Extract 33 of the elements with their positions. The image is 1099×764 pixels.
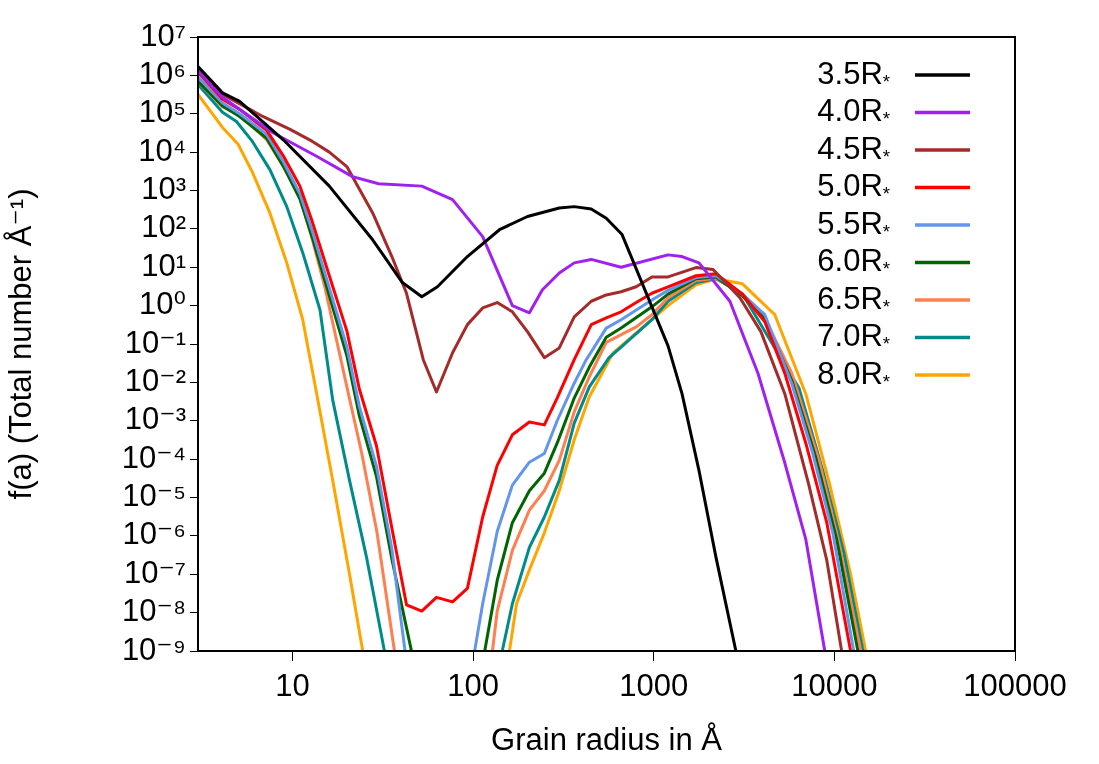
- y-tick-label: 10⁴: [138, 132, 186, 168]
- x-tick-label: 100: [447, 668, 499, 704]
- legend-label: 8.0R*: [817, 355, 891, 392]
- y-tick-label: 10²: [141, 209, 186, 245]
- y-tick-label: 10⁻⁷: [123, 554, 186, 590]
- y-tick-label: 10⁵: [138, 94, 186, 130]
- x-tick-label: 10000: [791, 668, 878, 704]
- y-tick-label: 10⁷: [140, 17, 186, 53]
- y-tick-label: 10⁻²: [124, 362, 186, 398]
- y-tick-label: 10³: [141, 171, 186, 207]
- y-tick-label: 10⁻⁶: [122, 516, 186, 552]
- y-tick-label: 10⁻¹: [124, 324, 186, 360]
- y-tick-label: 10⁻⁵: [122, 478, 186, 514]
- legend-label: 3.5R*: [817, 55, 891, 92]
- x-tick-label: 10: [275, 668, 310, 704]
- y-tick-label: 10¹: [141, 247, 186, 283]
- y-tick-label: 10⁻³: [124, 401, 186, 437]
- legend-label: 5.5R*: [817, 205, 891, 242]
- x-axis-title: Grain radius in Å: [491, 721, 723, 757]
- legend-label: 6.0R*: [817, 243, 891, 280]
- y-tick-label: 10⁻⁸: [122, 593, 186, 629]
- legend-label: 6.5R*: [817, 280, 891, 317]
- y-tick-label: 10⁰: [139, 286, 186, 322]
- x-tick-label: 1000: [619, 668, 689, 704]
- legend-label: 4.5R*: [817, 130, 891, 167]
- x-tick-label: 100000: [963, 668, 1067, 704]
- y-axis-title: f(a) (Total number Å⁻¹): [3, 188, 39, 500]
- y-tick-label: 10⁻⁴: [121, 439, 186, 475]
- y-tick-label: 10⁻⁹: [121, 631, 186, 667]
- y-tick-label: 10⁶: [138, 55, 186, 91]
- legend-label: 4.0R*: [817, 93, 891, 130]
- legend-label: 5.0R*: [817, 168, 891, 205]
- legend-label: 7.0R*: [817, 318, 891, 355]
